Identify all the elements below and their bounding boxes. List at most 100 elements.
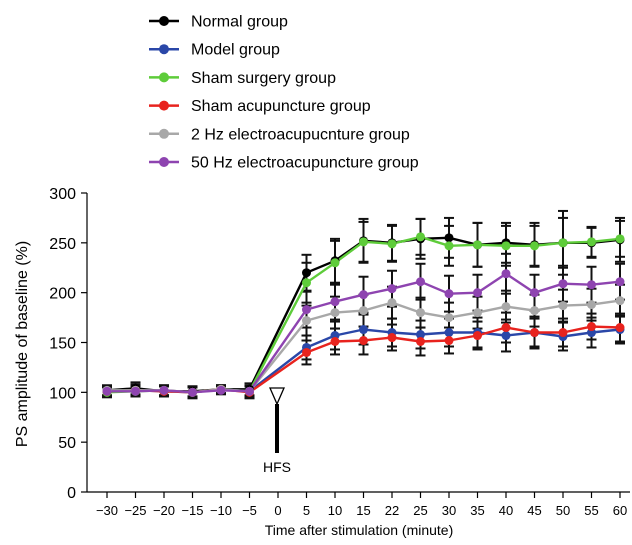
data-point [501, 241, 511, 251]
data-point [359, 290, 368, 300]
data-point [501, 269, 511, 279]
data-point [102, 386, 112, 396]
data-point [558, 279, 568, 289]
series-points [102, 232, 625, 397]
legend-marker [159, 128, 169, 139]
x-axis-label: Time after stimulation (minute) [265, 522, 454, 538]
data-point [444, 289, 454, 299]
legend-label: Normal group [191, 14, 288, 31]
data-point [416, 337, 425, 347]
data-point [245, 386, 254, 396]
data-point [216, 385, 226, 395]
data-point [159, 385, 169, 395]
y-tick-label: 250 [49, 236, 76, 253]
data-point [587, 300, 596, 310]
data-point [387, 298, 397, 308]
data-point [330, 297, 340, 307]
data-point [302, 278, 311, 288]
y-tick-label: 300 [49, 186, 76, 203]
data-point [444, 233, 454, 243]
data-point [330, 337, 340, 347]
data-point [444, 336, 454, 346]
data-point [330, 308, 340, 318]
data-point [501, 323, 511, 333]
y-tick-label: 100 [49, 385, 76, 402]
data-point [530, 241, 539, 251]
data-point [501, 331, 511, 341]
data-point [387, 239, 397, 249]
data-point [359, 306, 368, 316]
data-point [359, 336, 368, 346]
legend-label: Sham surgery group [191, 70, 336, 87]
data-point [416, 308, 425, 318]
x-tick-label: 0 [274, 503, 281, 518]
data-point [444, 241, 454, 251]
data-point [473, 240, 482, 250]
series-line [107, 272, 621, 394]
x-tick-label: −30 [96, 503, 118, 518]
data-point [131, 386, 140, 396]
data-point [302, 268, 311, 278]
x-tick-label: 35 [470, 503, 484, 518]
legend: Normal group Model group Sham surgery grou… [149, 14, 419, 172]
data-point [473, 288, 482, 298]
annotation: HFS [263, 387, 291, 475]
data-point [615, 323, 625, 333]
y-axis-label: PS amplitude of baseline (%) [14, 241, 31, 447]
series-lines [106, 235, 621, 394]
data-point [302, 305, 311, 315]
x-tick-label: −10 [210, 503, 232, 518]
x-tick-label: 15 [356, 503, 370, 518]
data-point [302, 316, 311, 326]
x-tick-label: 30 [442, 503, 456, 518]
x-tick-label: −25 [124, 503, 146, 518]
legend-marker [159, 16, 169, 26]
legend-marker [159, 44, 169, 55]
x-tick-label: −15 [181, 503, 203, 518]
data-point [387, 333, 397, 343]
x-tick-label: 25 [413, 503, 427, 518]
legend-label: 50 Hz electroacupuncture group [191, 155, 419, 172]
data-point [416, 232, 425, 242]
data-point [587, 322, 596, 332]
x-tick-label: 5 [303, 503, 310, 518]
data-point [587, 280, 596, 290]
data-point [530, 328, 539, 338]
data-point [615, 296, 625, 306]
data-point [501, 302, 511, 312]
data-point [444, 328, 454, 338]
legend-marker [159, 72, 169, 83]
axes: 0 50 100 150 200 250 300 −30 −25 −20 −15 −10 −5 0 5 10 1… [49, 186, 630, 518]
data-point [444, 313, 454, 323]
data-point [615, 277, 625, 287]
x-tick-label: 45 [527, 503, 541, 518]
data-point [330, 258, 340, 268]
data-point [587, 237, 596, 247]
y-tick-label: 200 [49, 286, 76, 303]
x-tick-label: 50 [556, 503, 570, 518]
data-point [558, 301, 568, 311]
data-point [473, 308, 482, 318]
data-point [188, 387, 197, 397]
data-point [302, 347, 311, 357]
y-tick-label: 50 [58, 435, 76, 452]
data-point [416, 330, 425, 340]
x-tick-label: −20 [153, 503, 175, 518]
data-point [473, 331, 482, 341]
x-tick-label: 55 [584, 503, 598, 518]
legend-marker [159, 157, 169, 167]
x-tick-label: 22 [385, 503, 399, 518]
hfs-label: HFS [263, 459, 291, 475]
x-tick-label: 40 [499, 503, 513, 518]
data-point [359, 237, 368, 247]
data-point [387, 284, 397, 294]
data-point [416, 277, 425, 287]
y-tick-label: 150 [49, 336, 76, 353]
x-tick-label: 10 [328, 503, 342, 518]
legend-label: Model group [191, 42, 280, 59]
data-point [530, 306, 539, 316]
legend-label: Sham acupuncture group [191, 98, 371, 115]
legend-marker [159, 100, 169, 111]
data-point [558, 238, 568, 248]
